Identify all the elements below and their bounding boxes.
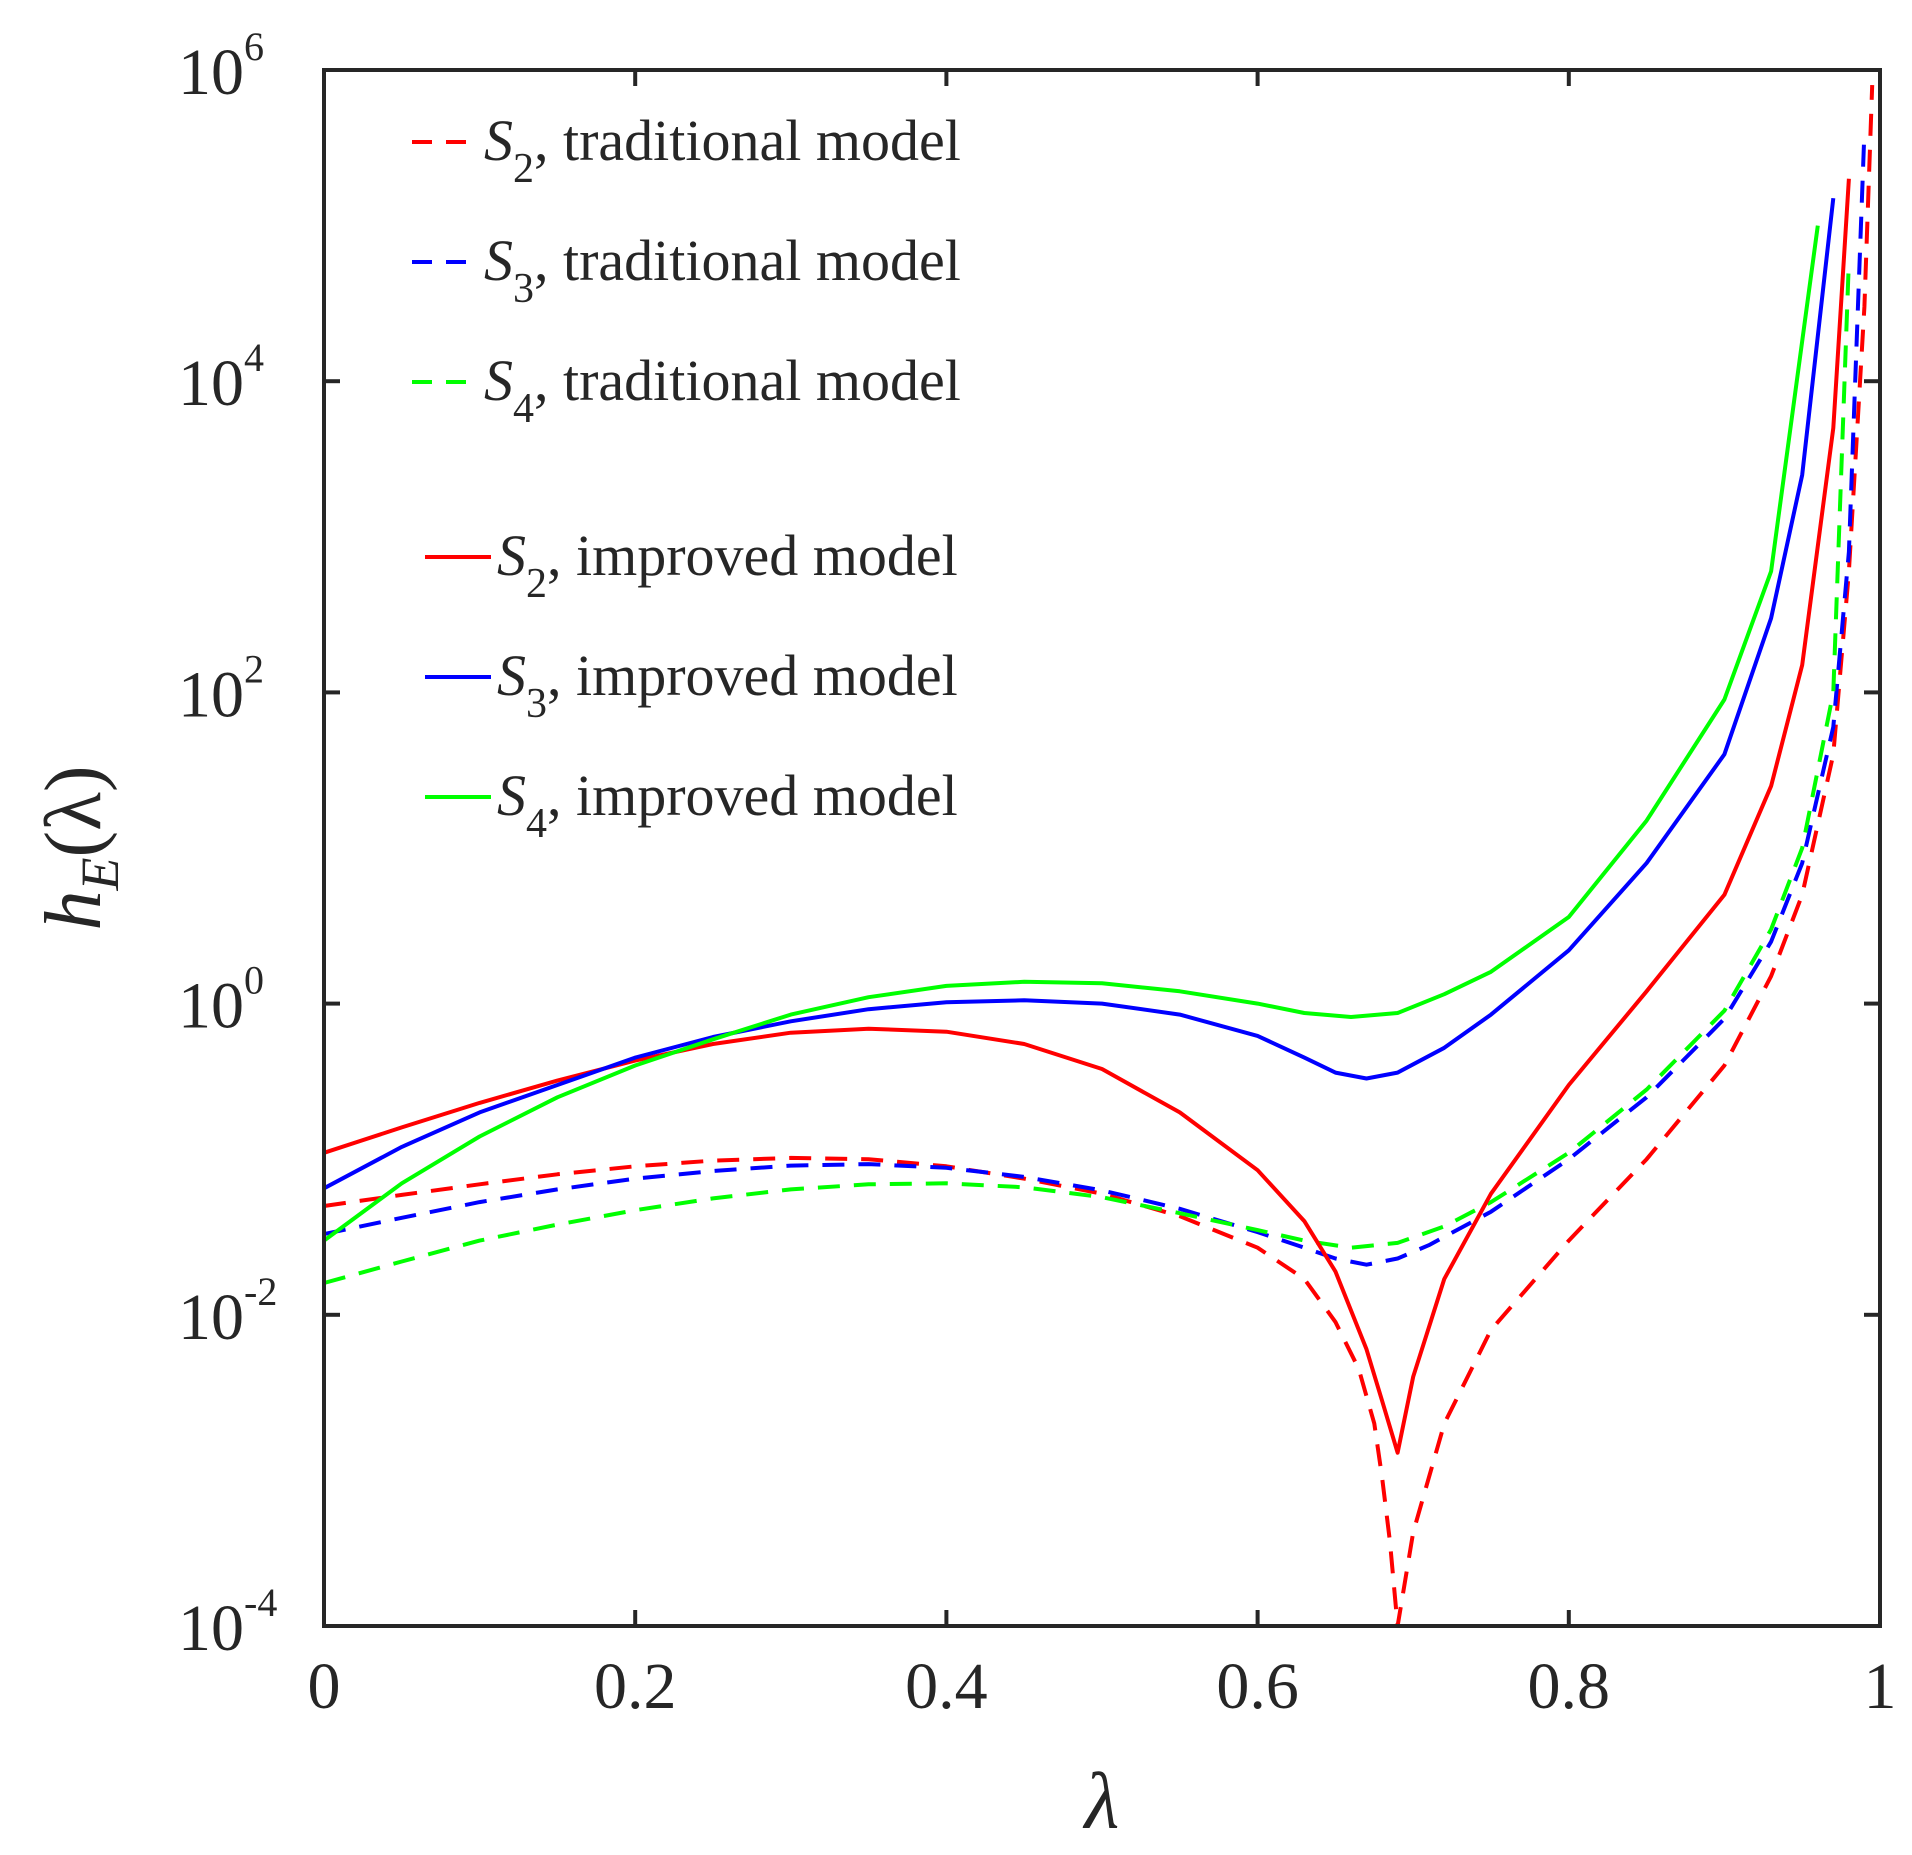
series-line-1 (323, 131, 1867, 1267)
x-tick-label-0: 0 (308, 1650, 341, 1723)
plot-frame (322, 68, 1882, 1628)
y-tick-label-3: 10 (178, 658, 244, 731)
y-tick-exponent-0: -4 (244, 1580, 277, 1625)
axes-box (322, 68, 1882, 1628)
x-axis-title: λ (1083, 1758, 1120, 1846)
legend-entry-3: S2, improved model (497, 523, 958, 607)
legend: S2, traditional model S3, traditional mod… (412, 108, 961, 847)
y-tick-exponent-4: 4 (244, 335, 264, 380)
y-tick-exponent-1: -2 (244, 1269, 277, 1314)
legend-entry-0: S2, traditional model (484, 108, 961, 192)
x-tick-label-1: 0.2 (594, 1650, 677, 1723)
legend-entry-2: S4, traditional model (484, 348, 961, 432)
series-line-4 (323, 197, 1836, 1191)
y-tick-exponent-2: 0 (244, 958, 264, 1003)
y-tick-label-4: 10 (178, 347, 244, 420)
y-axis-title: hE(λ) (30, 765, 130, 930)
x-tick-label-5: 1 (1864, 1650, 1897, 1723)
x-tick-label-4: 0.8 (1528, 1650, 1611, 1723)
y-tick-label-5: 10 (178, 36, 244, 109)
series-line-5 (322, 225, 1820, 1243)
x-tick-label-2: 0.4 (905, 1650, 988, 1723)
series-layer (322, 85, 1875, 1628)
legend-entry-4: S3, improved model (497, 643, 958, 727)
plot-area (324, 70, 1880, 1626)
y-tick-exponent-3: 2 (244, 646, 264, 691)
y-tick-exponent-5: 6 (244, 24, 264, 69)
y-axis-title-base: h (30, 891, 118, 931)
y-tick-label-0: 10 (178, 1592, 244, 1665)
legend-entry-5: S4, improved model (497, 763, 958, 847)
series-line-2 (323, 260, 1851, 1285)
y-axis-title-arg: (λ) (30, 765, 118, 857)
y-axis-title-sub: E (70, 858, 130, 892)
x-tick-label-3: 0.6 (1216, 1650, 1299, 1723)
series-line-0 (323, 85, 1875, 1628)
legend-entry-1: S3, traditional model (484, 228, 961, 312)
y-tick-label-2: 10 (178, 970, 244, 1043)
y-tick-label-1: 10 (178, 1281, 244, 1354)
